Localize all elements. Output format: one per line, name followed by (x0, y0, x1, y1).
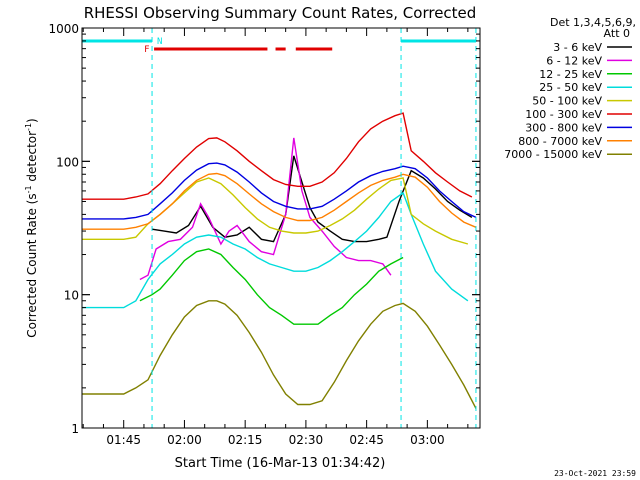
series-line-6 (82, 162, 477, 220)
x-axis-label: Start Time (16-Mar-13 01:34:42) (175, 456, 386, 471)
series-line-4 (82, 177, 469, 245)
y-axis-label-end: ) (25, 118, 39, 123)
legend-header-line1: Det 1,3,4,5,6,9, (550, 16, 636, 29)
series-line-7 (82, 172, 477, 230)
legend-label-0: 3 - 6 keV (553, 41, 602, 54)
legend-label-2: 12 - 25 keV (539, 68, 602, 81)
series-line-8 (82, 300, 477, 409)
y-axis-label-main: Corrected Count Rate (s (25, 193, 39, 337)
x-tick-label: 02:15 (228, 433, 263, 447)
series-line-2 (139, 248, 404, 325)
chart-title: RHESSI Observing Summary Count Rates, Co… (84, 4, 477, 22)
y-tick-label: 1 (71, 422, 79, 436)
x-axis: 01:45 02:00 02:15 02:30 02:45 03:00 (82, 28, 469, 447)
series-line-0 (151, 155, 473, 243)
y-axis-label: Corrected Count Rate (s-1 detector-1) (24, 118, 39, 337)
footer-date: 23-Oct-2021 23:59 (554, 469, 636, 478)
x-tick-label: 01:45 (106, 433, 141, 447)
y-axis-label-sup2: -1 (24, 123, 33, 131)
y-axis: 1 10 100 1000 (48, 22, 480, 436)
legend-label-7: 800 - 7000 keV (518, 135, 602, 148)
legend-label-3: 25 - 50 keV (539, 81, 602, 94)
y-axis-label-sup1: -1 (24, 185, 33, 193)
legend-label-8: 7000 - 15000 keV (504, 148, 602, 161)
series-line-1 (139, 137, 392, 281)
legend-label-5: 100 - 300 keV (525, 108, 602, 121)
y-tick-label: 100 (56, 155, 79, 169)
plot-frame (81, 27, 481, 429)
x-tick-label: 02:45 (349, 433, 384, 447)
legend-header-line2: Att 0 (604, 27, 630, 40)
legend-label-1: 6 - 12 keV (546, 54, 602, 67)
legend-label-6: 300 - 800 keV (525, 121, 602, 134)
flags-layer: NF (82, 28, 477, 428)
night-flag-label: N (157, 37, 162, 47)
x-tick-label: 02:00 (167, 433, 202, 447)
series-line-3 (82, 191, 469, 309)
x-tick-label: 02:30 (289, 433, 324, 447)
flare-flag-label: F (144, 45, 149, 55)
y-axis-label-mid: detector (25, 131, 39, 186)
series-line-5 (82, 112, 473, 200)
legend-label-4: 50 - 100 keV (532, 95, 602, 108)
y-tick-label: 10 (64, 289, 79, 303)
y-tick-label: 1000 (48, 22, 79, 36)
x-tick-label: 03:00 (410, 433, 445, 447)
series-layer (82, 112, 477, 409)
